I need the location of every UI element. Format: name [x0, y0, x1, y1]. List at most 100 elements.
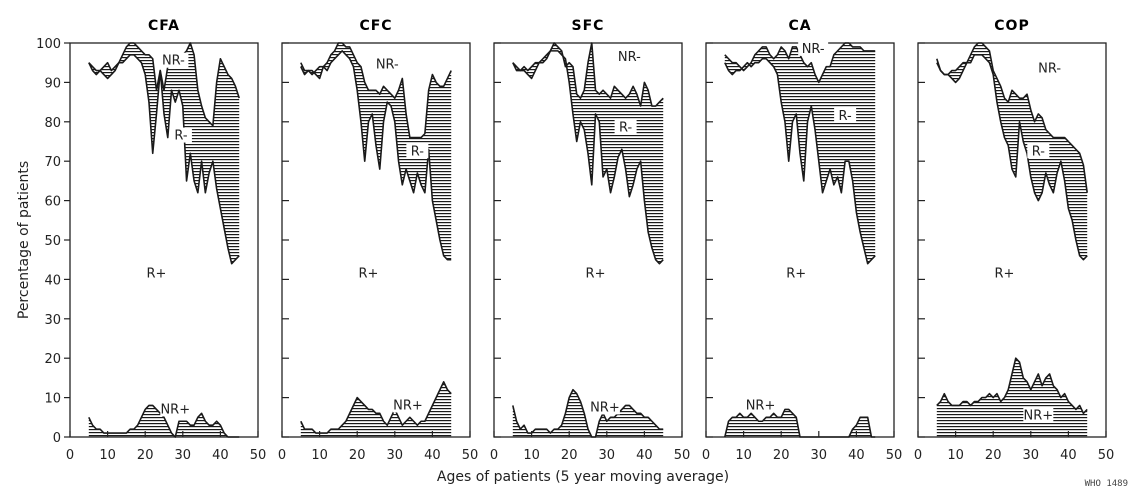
region-label: NR+	[393, 398, 423, 413]
region-label: NR-	[802, 42, 825, 57]
region-label: NR+	[746, 398, 776, 413]
x-tick-label: 50	[674, 448, 691, 463]
series-r-minus-area	[936, 43, 1088, 260]
x-tick-label: 20	[773, 448, 790, 463]
series-r-minus-line	[936, 54, 1088, 261]
region-label: NR-	[618, 50, 641, 65]
region-label: R-	[411, 144, 425, 159]
x-tick-label: 30	[175, 448, 192, 463]
x-tick-label: 40	[1060, 448, 1077, 463]
region-label-bg	[169, 127, 192, 143]
x-tick-label: 20	[985, 448, 1002, 463]
region-label-bg	[785, 265, 808, 281]
region-label: NR-	[162, 54, 185, 69]
region-label: R+	[147, 266, 167, 281]
credit-stamp: WHO 1489	[1085, 479, 1128, 489]
x-tick-label: 10	[311, 448, 328, 463]
region-label-bg	[1027, 143, 1050, 159]
region-label: R-	[1032, 144, 1046, 159]
region-label: R-	[174, 129, 188, 144]
region-label: R-	[619, 121, 633, 136]
panel-title: COP	[994, 18, 1029, 34]
x-tick-label: 10	[523, 448, 540, 463]
y-tick-label: 40	[44, 273, 61, 288]
region-label-bg	[614, 48, 645, 64]
region-label-bg	[798, 40, 829, 56]
region-label: R+	[995, 266, 1015, 281]
series-nr-plus-area	[512, 389, 664, 437]
region-label-bg	[406, 143, 429, 159]
series-nr-plus-area	[724, 409, 876, 437]
x-tick-label: 0	[278, 448, 286, 463]
panel-title: CFA	[148, 18, 180, 34]
x-tick-label: 30	[387, 448, 404, 463]
x-tick-label: 30	[599, 448, 616, 463]
panel-cop: COP 0 10 20 30 40 50 NR- R- R+ NR+	[914, 18, 1114, 463]
region-label-bg	[372, 56, 403, 72]
x-tick-label: 10	[947, 448, 964, 463]
panel-cfc: CFC 0 10 20 30 40 50 NR- R- R+ NR+	[278, 18, 478, 463]
y-tick-label: 0	[53, 431, 61, 446]
y-tick-label: 60	[44, 195, 61, 210]
series-nr-plus-line	[88, 404, 240, 438]
region-label: R+	[586, 266, 606, 281]
y-tick-label: 80	[44, 116, 61, 131]
series-r-minus-line	[512, 50, 664, 265]
region-label-bg	[614, 119, 637, 135]
series-nr-minus-line	[300, 42, 452, 139]
region-label: NR-	[1038, 62, 1061, 77]
x-tick-label: 20	[561, 448, 578, 463]
series-r-minus-line	[724, 57, 876, 265]
region-label-bg	[145, 265, 168, 281]
y-tick-label: 90	[44, 76, 61, 91]
x-tick-label: 40	[636, 448, 653, 463]
region-label-bg	[160, 401, 191, 417]
region-label: R+	[359, 266, 379, 281]
series-nr-plus-line	[724, 408, 876, 438]
region-label: NR+	[1023, 408, 1053, 423]
x-tick-label: 20	[137, 448, 154, 463]
panel-title: CFC	[359, 18, 392, 34]
x-tick-label: 0	[490, 448, 498, 463]
region-label-bg	[1023, 407, 1054, 423]
region-label-bg	[392, 397, 423, 413]
region-label: R+	[786, 266, 806, 281]
x-tick-label: 50	[250, 448, 267, 463]
region-label-bg	[357, 265, 380, 281]
region-label-bg	[589, 399, 620, 415]
region-label: R-	[839, 109, 853, 124]
region-label-bg	[834, 107, 857, 123]
x-tick-label: 10	[99, 448, 116, 463]
y-tick-label: 20	[44, 352, 61, 367]
panel-ca: CA 0 10 20 30 40 50 NR- R- R+ NR+	[702, 18, 902, 463]
series-nr-plus-area	[300, 381, 452, 437]
x-tick-label: 40	[424, 448, 441, 463]
region-label: NR+	[160, 402, 190, 417]
region-label: NR+	[590, 400, 620, 415]
series-nr-plus-line	[300, 381, 452, 434]
x-tick-label: 0	[702, 448, 710, 463]
region-label-bg	[993, 265, 1016, 281]
series-r-minus-area	[88, 43, 240, 264]
series-nr-minus-line	[88, 42, 240, 127]
x-axis-title: Ages of patients (5 year moving average)	[437, 469, 729, 485]
region-label-bg	[584, 265, 607, 281]
series-nr-plus-line	[936, 357, 1088, 415]
region-label-bg	[158, 52, 189, 68]
series-r-minus-line	[300, 50, 452, 261]
region-label-bg	[1034, 60, 1065, 76]
x-tick-label: 40	[848, 448, 865, 463]
y-tick-label: 10	[44, 392, 61, 407]
x-tick-label: 30	[1023, 448, 1040, 463]
y-tick-label: 30	[44, 313, 61, 328]
x-tick-label: 50	[462, 448, 479, 463]
panel-title: CA	[788, 18, 811, 34]
series-r-minus-line	[88, 54, 240, 265]
x-tick-label: 20	[349, 448, 366, 463]
series-nr-minus-line	[512, 42, 664, 107]
x-tick-label: 50	[1098, 448, 1115, 463]
panel-title: SFC	[572, 18, 605, 34]
x-tick-label: 0	[914, 448, 922, 463]
x-tick-label: 0	[66, 448, 74, 463]
